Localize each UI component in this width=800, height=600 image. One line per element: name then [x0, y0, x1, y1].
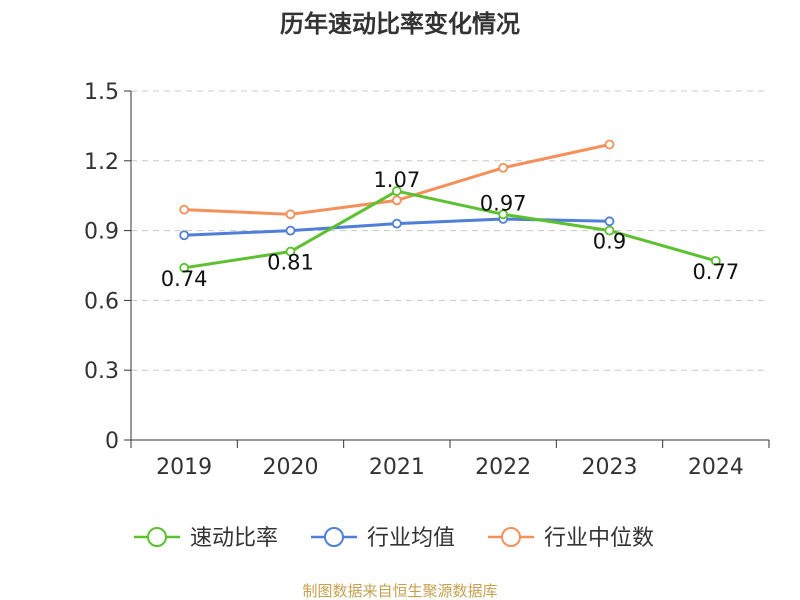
- chart-title: 历年速动比率变化情况: [280, 10, 520, 38]
- source-note: 制图数据来自恒生聚源数据库: [302, 582, 497, 600]
- data-point: [285, 209, 296, 220]
- legend-label: 速动比率: [190, 526, 278, 551]
- data-label: 0.81: [267, 251, 314, 275]
- data-point: [179, 230, 190, 241]
- data-point: [604, 216, 615, 227]
- x-tick-label: 2020: [263, 455, 319, 480]
- data-label: 1.07: [373, 168, 420, 192]
- x-tick-label: 2024: [688, 455, 744, 480]
- y-tick-label: 0.9: [84, 220, 119, 245]
- x-tick-label: 2023: [582, 455, 638, 480]
- y-tick-label: 0: [105, 429, 119, 454]
- series-line-0: [182, 189, 718, 270]
- series-layer: [179, 139, 721, 273]
- y-tick-label: 1.2: [84, 150, 119, 175]
- y-tick-label: 0.3: [84, 359, 119, 384]
- data-point: [391, 218, 402, 229]
- legend-swatch-marker: [147, 527, 167, 547]
- legend-item[interactable]: 行业均值: [311, 526, 455, 551]
- grid: [131, 90, 769, 371]
- axes: 0 0.3 0.6 0.9 1.2 1.5 2019 2020 2021 2022 2023 2024: [84, 80, 770, 480]
- data-point: [604, 139, 615, 150]
- legend-label: 行业中位数: [544, 526, 654, 551]
- x-tick-label: 2019: [156, 455, 212, 480]
- legend-item[interactable]: 行业中位数: [488, 526, 654, 551]
- data-label: 0.97: [480, 191, 527, 215]
- data-label: 0.74: [161, 267, 208, 291]
- data-label: 0.9: [593, 230, 626, 254]
- data-point: [710, 255, 721, 266]
- legend[interactable]: 速动比率 行业均值 行业中位数: [134, 526, 654, 551]
- data-label: 0.77: [692, 260, 739, 284]
- data-point: [179, 204, 190, 215]
- data-point: [498, 162, 509, 173]
- data-point: [391, 186, 402, 196]
- data-point: [285, 225, 296, 236]
- legend-swatch-marker: [501, 527, 521, 547]
- data-point: [498, 209, 509, 220]
- y-tick-label: 1.5: [84, 80, 119, 105]
- x-tick-label: 2021: [369, 455, 425, 480]
- legend-swatch-marker: [324, 527, 344, 547]
- data-point: [391, 195, 402, 206]
- legend-label: 行业均值: [367, 526, 455, 551]
- data-point: [604, 225, 615, 236]
- x-tick-label: 2022: [475, 455, 531, 480]
- legend-item[interactable]: 速动比率: [134, 526, 278, 551]
- data-point: [285, 246, 296, 257]
- y-tick-label: 0.6: [84, 289, 119, 314]
- data-point: [179, 262, 190, 273]
- data-labels: 0.74 0.81 1.07 0.97 0.9 0.77: [161, 168, 739, 291]
